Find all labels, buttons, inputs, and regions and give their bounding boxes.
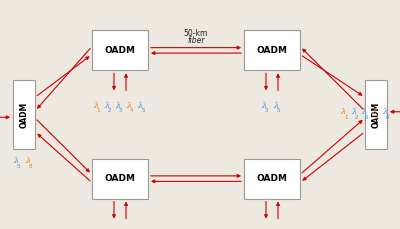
FancyBboxPatch shape [365,80,387,149]
FancyBboxPatch shape [244,30,300,71]
Text: OADM: OADM [372,101,380,128]
Text: 5: 5 [276,109,280,113]
Text: 3: 3 [119,109,122,113]
Text: 50-km: 50-km [184,29,208,38]
Text: λ: λ [104,102,110,110]
FancyBboxPatch shape [244,158,300,199]
Text: λ: λ [361,108,367,116]
Text: λ: λ [13,158,19,165]
FancyBboxPatch shape [13,80,35,149]
Text: 5: 5 [141,109,144,113]
Text: fiber: fiber [187,35,205,45]
Text: 6: 6 [365,115,368,120]
Text: OADM: OADM [104,46,136,55]
FancyBboxPatch shape [92,158,148,199]
Text: 1: 1 [344,115,347,120]
Text: OADM: OADM [256,174,288,183]
Text: 2: 2 [108,109,111,113]
Text: λ: λ [138,102,143,110]
Text: λ: λ [351,108,356,116]
Text: λ: λ [93,102,98,110]
Text: λ: λ [126,102,132,110]
Text: 7: 7 [375,115,378,120]
Text: 3: 3 [265,109,268,113]
Text: 8: 8 [386,115,389,120]
Text: 2: 2 [354,115,358,120]
Text: 4: 4 [130,109,133,113]
Text: λ: λ [262,102,267,110]
Text: λ: λ [382,108,388,116]
Text: λ: λ [372,108,377,116]
Text: OADM: OADM [20,101,28,128]
Text: λ: λ [115,102,121,110]
Text: 5: 5 [17,164,20,169]
FancyBboxPatch shape [92,30,148,71]
Text: 1: 1 [96,109,100,113]
Text: λ: λ [340,108,346,116]
Text: OADM: OADM [104,174,136,183]
Text: λ: λ [25,158,31,165]
Text: λ: λ [273,102,278,110]
Text: OADM: OADM [256,46,288,55]
Text: 8: 8 [29,164,32,169]
